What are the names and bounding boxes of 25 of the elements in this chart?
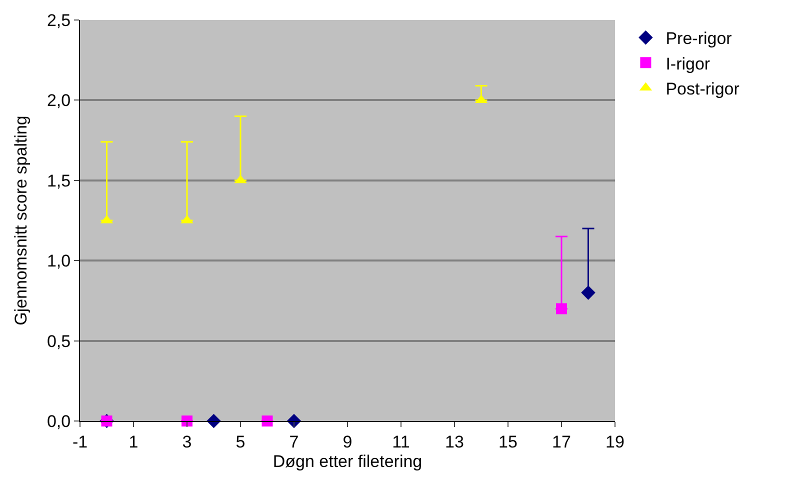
y-axis-title: Gjennomsnitt score spalting bbox=[12, 116, 31, 326]
y-tick-label: 0,0 bbox=[46, 412, 71, 431]
y-tick-label: 2,0 bbox=[46, 91, 71, 110]
x-tick-label: 19 bbox=[606, 432, 624, 452]
point bbox=[262, 416, 273, 426]
y-tick-label: 1,0 bbox=[46, 252, 71, 271]
x-tick-label: 15 bbox=[498, 432, 518, 452]
x-tick-label: 5 bbox=[236, 432, 246, 452]
x-tick-label: 17 bbox=[552, 432, 571, 452]
x-axis-title: Døgn etter filetering bbox=[272, 452, 422, 471]
x-tick-label: 11 bbox=[392, 432, 410, 452]
x-tick-label: 3 bbox=[182, 432, 192, 452]
legend-label: Pre-rigor bbox=[666, 29, 732, 48]
legend-label: Post-rigor bbox=[666, 79, 740, 98]
x-tick-label: 13 bbox=[445, 432, 464, 452]
x-tick-label: -1 bbox=[72, 432, 88, 452]
y-tick-label: 0,5 bbox=[46, 332, 71, 351]
y-tick-label: 1,5 bbox=[46, 171, 71, 190]
point bbox=[556, 303, 567, 314]
legend-label: I-rigor bbox=[666, 54, 710, 74]
x-tick-label: 7 bbox=[289, 432, 299, 452]
x-tick-label: 9 bbox=[342, 432, 352, 452]
x-tick-label: 1 bbox=[128, 432, 138, 452]
y-tick-label: 2,5 bbox=[46, 10, 71, 30]
point bbox=[581, 286, 596, 300]
